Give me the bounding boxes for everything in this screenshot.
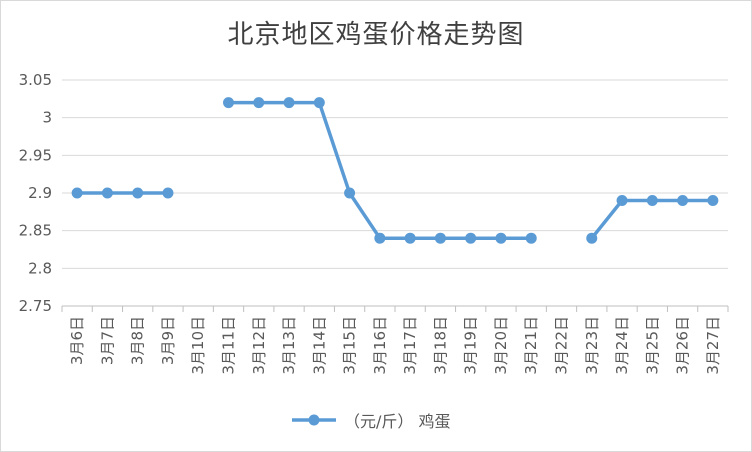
x-tick-label: 3月19日 [462, 316, 480, 375]
data-point [71, 187, 83, 199]
data-point [223, 97, 234, 109]
x-tick-label: 3月15日 [341, 316, 359, 375]
x-tick-label: 3月24日 [613, 316, 631, 375]
data-point [162, 187, 174, 199]
x-tick-label: 3月10日 [189, 316, 207, 375]
chart-title: 北京地区鸡蛋价格走势图 [227, 20, 525, 50]
x-tick-label: 3月18日 [431, 316, 449, 375]
x-tick-label: 3月22日 [553, 316, 571, 375]
data-point [374, 232, 386, 244]
y-tick-label: 3.05 [19, 71, 52, 89]
data-point [404, 232, 416, 244]
legend-marker [292, 414, 336, 426]
x-tick-label: 3月20日 [492, 316, 510, 375]
data-point [132, 187, 144, 199]
x-tick-label: 3月13日 [280, 316, 298, 375]
x-tick-label: 3月14日 [310, 316, 328, 375]
x-tick-label: 3月7日 [98, 316, 116, 365]
series-line [228, 100, 532, 240]
x-tick-label: 3月16日 [371, 316, 389, 375]
legend-label: （元/斤） 鸡蛋 [344, 412, 451, 431]
legend: （元/斤） 鸡蛋 [292, 408, 450, 432]
x-tick-label: 3月23日 [583, 316, 601, 375]
y-tick-label: 2.9 [28, 184, 52, 202]
x-tick-label: 3月17日 [401, 316, 419, 375]
x-tick-label: 3月12日 [250, 316, 268, 375]
y-tick-label: 2.85 [19, 222, 52, 240]
data-point [253, 97, 265, 109]
data-point [586, 232, 598, 244]
data-point [646, 195, 658, 207]
x-tick-label: 3月8日 [129, 316, 147, 365]
data-point [283, 97, 295, 109]
data-point [495, 232, 507, 244]
y-tick-label: 2.8 [28, 259, 52, 277]
data-point [677, 195, 689, 207]
data-point [344, 187, 356, 199]
x-tick-label: 3月21日 [522, 316, 540, 375]
data-point [616, 195, 628, 207]
data-point [313, 97, 325, 109]
x-tick-label: 3月25日 [643, 316, 661, 375]
x-tick-label: 3月11日 [220, 316, 238, 375]
x-tick-label: 3月9日 [159, 316, 177, 365]
data-point [525, 232, 537, 244]
y-tick-label: 2.95 [19, 146, 52, 164]
data-point [434, 232, 446, 244]
data-point [465, 232, 477, 244]
series-line [590, 198, 713, 240]
data-point [707, 195, 719, 207]
y-tick-label: 3 [42, 109, 52, 127]
x-tick-label: 3月26日 [674, 316, 692, 375]
data-point [101, 187, 113, 199]
y-tick-label: 2.75 [19, 297, 52, 315]
x-tick-label: 3月27日 [704, 316, 722, 375]
x-tick-label: 3月6日 [68, 316, 86, 365]
